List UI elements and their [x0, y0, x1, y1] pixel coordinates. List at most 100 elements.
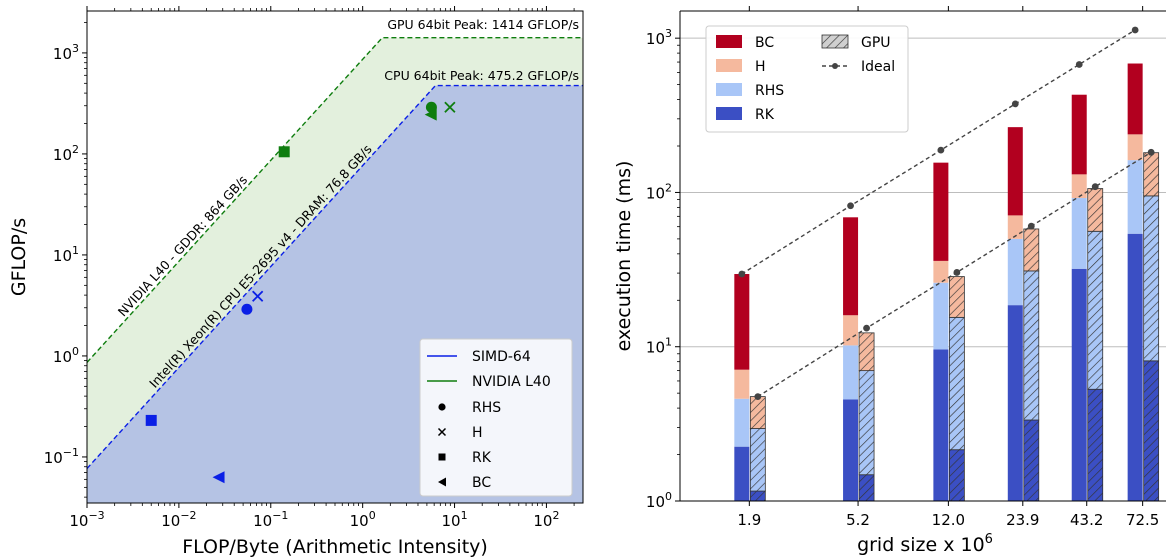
- execution-time-chart: 100 101 102 103 1.9 5.2 12.0 23.9 43.2 72.5 grid …: [613, 6, 1166, 556]
- bar-cpu-rhs: [1071, 198, 1087, 269]
- ideal-cpu-line: [741, 29, 1136, 275]
- bar-cpu-bc: [933, 162, 949, 261]
- point-rk-gpu: [278, 146, 290, 158]
- legend-swatch-gpu-hatch: [821, 34, 849, 49]
- roofline-points: [145, 101, 456, 484]
- legend-swatch-bc: [716, 35, 742, 48]
- legend-marker-h: [437, 427, 447, 437]
- ideal-cpu-point: [1075, 61, 1083, 68]
- x-tick-label: 100: [350, 509, 376, 530]
- bar-gpu-rhs-hatch: [948, 316, 965, 451]
- point-rk-cpu: [145, 414, 157, 426]
- x-tick-label: 102: [533, 509, 559, 530]
- bar-gpu-h-hatch: [749, 396, 766, 429]
- legend-swatch-rhs: [716, 83, 742, 96]
- y-tick-label: 101: [646, 336, 672, 357]
- x-tick-label: 5.2: [846, 511, 870, 529]
- x-tick-label: 1.9: [737, 511, 761, 529]
- bar-gpu-rhs-hatch: [858, 370, 875, 476]
- bar-gpu-rhs-hatch: [1087, 230, 1104, 390]
- point-h-gpu: [444, 101, 456, 113]
- x-tick-label: 10−3: [69, 509, 104, 530]
- x-tick-label: 43.2: [1070, 511, 1103, 529]
- ideal-cpu-point: [847, 202, 854, 210]
- bar-y-axis-label: execution time (ms): [613, 161, 635, 352]
- bar-cpu-h: [933, 260, 949, 283]
- ideal-cpu-point: [738, 270, 746, 278]
- ideal-gpu-point: [953, 269, 961, 276]
- bar-cpu-rhs: [1127, 160, 1143, 234]
- bar-x-axis-label: grid size x 106: [857, 532, 993, 556]
- legend-label-rk-bar: RK: [755, 107, 775, 123]
- ideal-gpu-point: [863, 324, 870, 332]
- bar-gpu-h-hatch: [1087, 188, 1104, 232]
- roofline-axes: 10−3 10−2 10−1 100 101 102 10−1 100 101 102 103: [44, 6, 575, 530]
- bar-cpu-rhs: [933, 282, 949, 350]
- bar-cpu-rk: [1007, 305, 1023, 501]
- roofline-legend-box: [419, 338, 573, 497]
- legend-marker-ideal: [832, 63, 838, 69]
- bar-axes: 100 101 102 103 1.9 5.2 12.0 23.9 43.2 72.5: [646, 6, 1159, 529]
- ideal-gpu-point: [1091, 183, 1099, 191]
- bar-stacks: [734, 63, 1160, 502]
- point-rhs-cpu: [241, 303, 253, 315]
- y-tick-label: 100: [53, 345, 79, 366]
- roofline-frame: [86, 10, 584, 504]
- legend-label-nvidia: NVIDIA L40: [472, 374, 551, 390]
- ideal-lines: [738, 26, 1155, 401]
- bar-cpu-bc: [1127, 63, 1143, 135]
- bar-gpu-h-hatch: [1023, 228, 1040, 272]
- bar-legend: BC H RHS RK GPU Ideal: [705, 25, 909, 133]
- bar-gpu-rk-hatch: [1087, 388, 1104, 502]
- point-bc-gpu: [424, 108, 437, 121]
- ideal-gpu-point: [1027, 222, 1035, 230]
- x-tick-label: 23.9: [1006, 511, 1039, 529]
- bar-cpu-rk: [933, 349, 949, 501]
- legend-marker-rk: [438, 453, 446, 461]
- bar-gpu-rk-hatch: [1143, 360, 1160, 502]
- bar-cpu-h: [734, 369, 750, 399]
- y-tick-label: 103: [646, 27, 672, 48]
- bar-cpu-bc: [843, 217, 859, 316]
- roofline-chart: GPU 64bit Peak: 1414 GFLOP/s CPU 64bit P…: [8, 6, 584, 558]
- x-tick-label: 12.0: [932, 511, 965, 529]
- legend-label-rhs-bar: RHS: [755, 83, 784, 99]
- ideal-cpu-point: [1131, 26, 1139, 34]
- bar-gpu-rhs-hatch: [1023, 270, 1040, 421]
- bar-legend-box: [705, 25, 909, 133]
- bar-cpu-rk: [1127, 233, 1143, 502]
- ideal-cpu-point: [1011, 100, 1019, 108]
- x-tick-label: 10−1: [253, 509, 288, 530]
- legend-label-bc: BC: [472, 475, 491, 491]
- y-tick-label: 102: [646, 181, 672, 202]
- bar-gpu-h-hatch: [858, 332, 875, 372]
- bar-cpu-rk: [843, 399, 859, 501]
- x-tick-label: 72.5: [1126, 511, 1159, 529]
- bar-gpu-h-hatch: [1143, 152, 1160, 197]
- cpu-roofline: [87, 84, 583, 469]
- y-tick-label: 103: [53, 42, 79, 63]
- bar-gpu-h-hatch: [948, 276, 965, 318]
- bar-cpu-h: [843, 315, 859, 346]
- y-tick-label: 101: [53, 244, 79, 265]
- bar-gpu-rk-hatch: [948, 449, 965, 502]
- ideal-gpu-line: [757, 151, 1152, 398]
- bar-cpu-rk: [734, 446, 750, 501]
- bar-cpu-rhs: [1007, 238, 1023, 306]
- x-tick-label: 10−2: [161, 509, 196, 530]
- legend-label-rk: RK: [472, 450, 492, 466]
- y-tick-label: 102: [53, 143, 79, 164]
- point-h-cpu: [252, 290, 264, 302]
- x-tick-label: 101: [442, 509, 468, 530]
- roofline-y-axis-label: GFLOP/s: [8, 218, 30, 296]
- roofline-legend: SIMD-64 NVIDIA L40 RHS H RK BC: [419, 338, 573, 497]
- bar-cpu-bc: [734, 274, 750, 370]
- legend-label-simd: SIMD-64: [472, 349, 531, 365]
- gpu-peak-label: GPU 64bit Peak: 1414 GFLOP/s: [387, 17, 579, 32]
- point-bc-cpu: [212, 471, 225, 484]
- legend-marker-bc: [438, 477, 446, 487]
- bar-cpu-rhs: [843, 345, 859, 400]
- legend-label-h-bar: H: [755, 59, 766, 75]
- legend-swatch-h: [716, 59, 742, 72]
